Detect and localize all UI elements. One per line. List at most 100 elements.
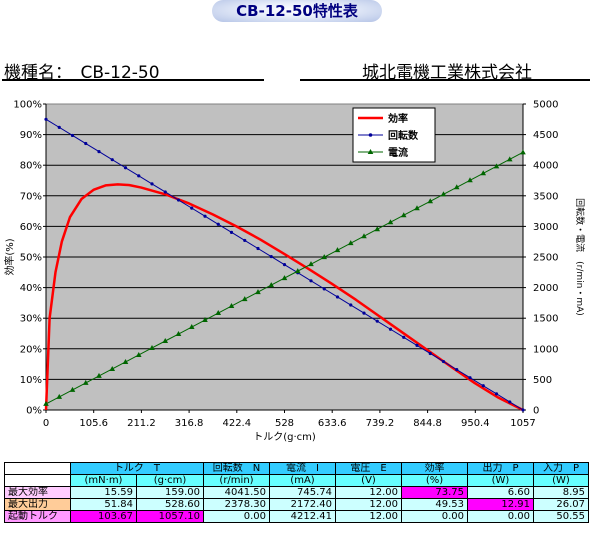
speed-point	[97, 150, 101, 154]
speed-point	[110, 158, 114, 162]
current-point	[122, 358, 129, 364]
table-cell: 2378.30	[203, 498, 270, 511]
row-label-stall-torque: 起動トルク	[4, 510, 71, 523]
table-cell: 159.00	[136, 486, 204, 499]
speed-point	[176, 198, 181, 202]
y-right-tick-label: 0	[533, 406, 539, 417]
table-cell: 4041.50	[203, 486, 270, 499]
current-point	[162, 337, 169, 343]
current-point	[467, 177, 473, 183]
current-point	[361, 233, 367, 239]
y-left-tick-label: 80%	[20, 161, 42, 172]
speed-point	[494, 392, 499, 396]
x-tick-label: 105.6	[79, 418, 108, 429]
table-header-row: トルク T 回転数 N 電流 I 電圧 E 効率 出力 P 入力 P	[4, 462, 589, 475]
speed-point	[441, 359, 446, 364]
y-left-tick-label: 40%	[20, 283, 42, 294]
header-voltage: 電圧 E	[335, 462, 402, 475]
table-cell: 12.00	[335, 498, 402, 511]
speed-point	[481, 384, 485, 388]
x-tick-label: 316.8	[175, 418, 204, 429]
model-label: 機種名： CB-12-50	[4, 63, 160, 83]
current-point	[506, 156, 513, 162]
legend-marker	[367, 149, 374, 154]
current-point	[135, 351, 142, 357]
current-point	[387, 219, 394, 225]
current-point	[268, 282, 275, 288]
table-cell: 6.60	[467, 486, 534, 499]
y-axis-left-label: 効率(%)	[3, 238, 16, 275]
table-corner-cell	[4, 474, 71, 487]
speed-point	[190, 206, 194, 210]
current-point	[215, 310, 222, 316]
company-underline	[300, 79, 590, 81]
table-cell: 528.60	[136, 498, 204, 511]
table-cell-highlight: 103.67	[70, 510, 137, 523]
current-point	[56, 393, 63, 399]
table-cell: 745.74	[269, 486, 336, 499]
table-row: 最大効率 15.59 159.00 4041.50 745.74 12.00 7…	[4, 486, 589, 499]
speed-point	[150, 182, 154, 186]
speed-point	[57, 125, 61, 129]
y-left-tick-label: 60%	[20, 222, 42, 233]
y-right-tick-label: 3000	[533, 222, 558, 233]
header-output: 出力 P	[467, 462, 534, 475]
current-point	[43, 400, 49, 406]
model-underline	[2, 79, 264, 81]
y-left-tick-label: 100%	[13, 100, 42, 111]
legend-label: 効率	[388, 112, 408, 125]
header-current: 電流 I	[269, 462, 336, 475]
table-cell: 50.55	[533, 510, 589, 523]
table-corner-cell	[4, 462, 71, 475]
y-right-tick-label: 2000	[533, 283, 558, 294]
y-right-tick-label: 3500	[533, 191, 558, 202]
row-label-max-output: 最大出力	[4, 498, 71, 511]
y-right-tick-label: 4000	[533, 161, 558, 172]
header-speed: 回転数 N	[203, 462, 270, 475]
table-cell: 0.00	[401, 510, 468, 523]
current-point	[414, 205, 420, 211]
current-point	[334, 247, 341, 253]
table-cell: 12.00	[335, 510, 402, 523]
current-point	[347, 240, 354, 246]
table-cell: 0.00	[203, 510, 270, 523]
y-left-tick-label: 50%	[20, 253, 42, 264]
legend-label: 回転数	[388, 129, 419, 142]
current-point	[480, 170, 487, 176]
header-input: 入力 P	[533, 462, 589, 475]
table-cell-highlight: 12.91	[467, 498, 534, 511]
speed-point	[335, 295, 340, 299]
y-right-tick-label: 4500	[533, 130, 558, 141]
speed-point	[521, 408, 525, 412]
x-tick-label: 528	[275, 418, 294, 429]
unit-speed: (r/min)	[203, 474, 270, 487]
current-point	[149, 344, 155, 350]
current-point	[109, 365, 116, 371]
unit-torque-mnm: (mN·m)	[70, 474, 137, 487]
x-tick-label: 0	[43, 418, 49, 429]
table-cell: 51.84	[70, 498, 137, 511]
speed-point	[415, 343, 419, 347]
speed-point	[243, 238, 247, 243]
current-point	[82, 379, 89, 385]
speed-point	[229, 230, 234, 234]
y-left-tick-label: 70%	[20, 191, 42, 202]
current-point	[493, 163, 500, 169]
table-cell: 2172.40	[269, 498, 336, 511]
y-left-tick-label: 0%	[26, 406, 42, 417]
series-layer	[43, 117, 526, 412]
speed-point	[70, 133, 75, 138]
current-point	[427, 198, 434, 204]
header-efficiency: 効率	[401, 462, 468, 475]
legend-label: 電流	[388, 146, 408, 159]
current-point	[440, 191, 447, 197]
y-left-tick-label: 30%	[20, 314, 42, 325]
current-point	[188, 324, 195, 330]
table-row: 起動トルク 103.67 1057.10 0.00 4212.41 12.00 …	[4, 510, 589, 523]
current-point	[374, 226, 381, 232]
series-line-efficiency	[44, 183, 524, 412]
current-point	[321, 254, 328, 260]
speed-point	[123, 166, 128, 170]
